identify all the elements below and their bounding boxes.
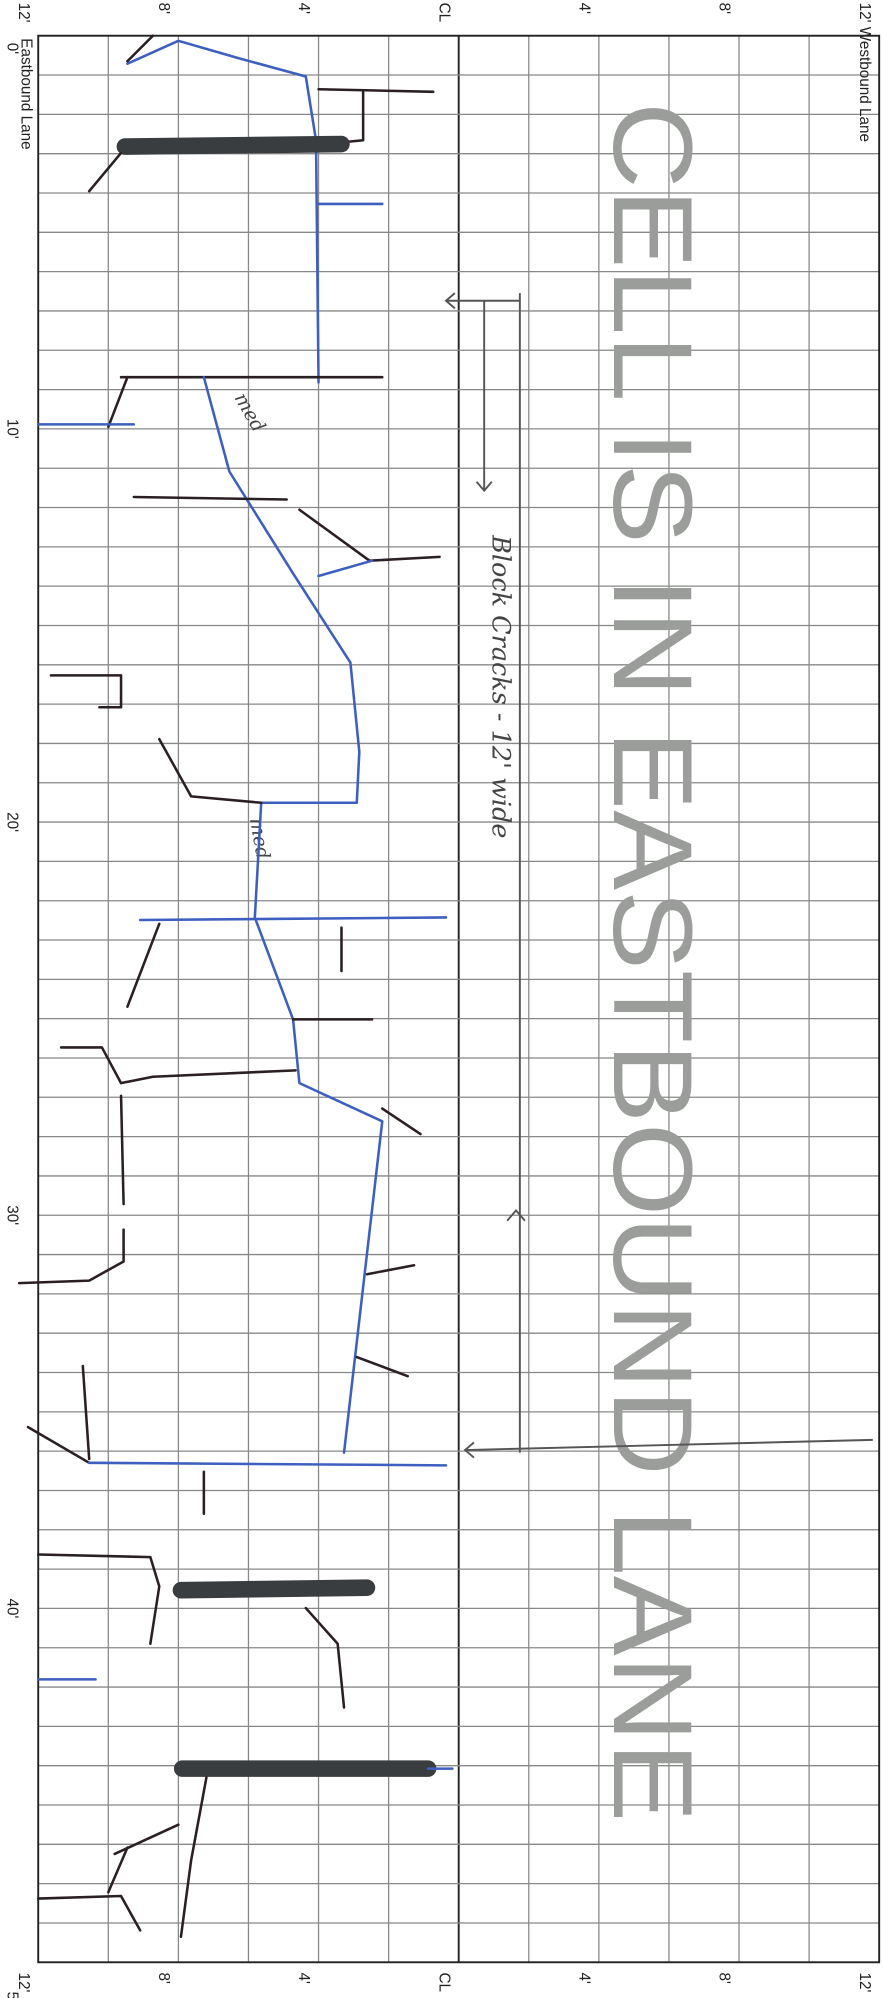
label: 12' [856, 1972, 873, 1992]
grid [37, 34, 881, 1964]
label: CL [435, 1972, 452, 1992]
label: 4' [576, 3, 593, 14]
label: 40' [3, 1598, 20, 1618]
label: 12' [15, 3, 32, 23]
label: 8' [716, 1972, 733, 1983]
label: 8' [155, 3, 172, 14]
labels: 12' 8' 4' CL 4' 8' 12' Westbound Lane 12' 8' 4' CL… [3, 3, 872, 1998]
border [37, 34, 881, 1964]
label: 4' [295, 3, 312, 14]
arrows [444, 292, 873, 1459]
label: 50' [3, 1992, 20, 1998]
label: 12' Westbound Lane [856, 3, 873, 142]
label: 20' [3, 812, 20, 832]
annotation: Block Cracks - 12' wide [485, 534, 515, 838]
label: 10' [3, 419, 20, 439]
watermark: CELL IS IN EASTBOUND LANE [590, 102, 715, 1822]
label: 4' [295, 1972, 312, 1983]
label: 8' [716, 3, 733, 14]
label: 12' [15, 1972, 32, 1992]
label: 4' [576, 1972, 593, 1983]
cracks [17, 34, 454, 1939]
label: Eastbound Lane [17, 38, 34, 149]
label: 8' [155, 1972, 172, 1983]
label: 0' [3, 43, 20, 54]
label: 30' [3, 1205, 20, 1225]
label: CL [435, 3, 452, 23]
